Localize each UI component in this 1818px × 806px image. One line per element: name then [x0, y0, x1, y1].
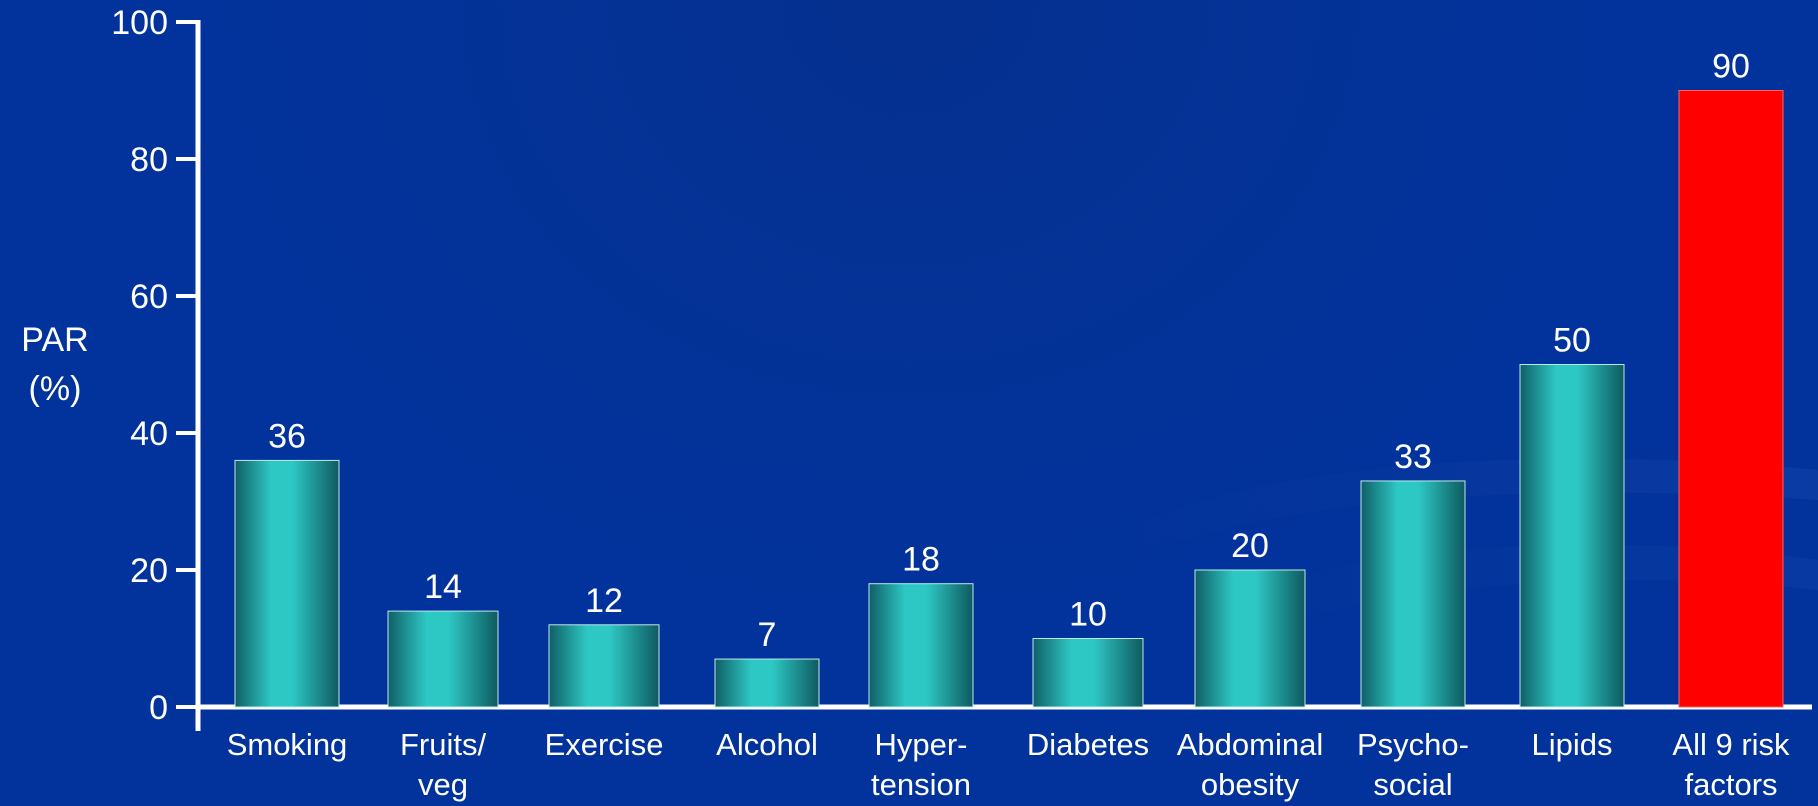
- data-labels: 36 14 12 7 18 10 20 33 50 90: [268, 48, 1750, 655]
- bar: [234, 459, 340, 708]
- bar: [1678, 90, 1784, 708]
- y-tick-label: 80: [130, 141, 168, 179]
- category-label: veg: [418, 767, 468, 802]
- y-tick-label: 60: [130, 278, 168, 316]
- data-label: 14: [424, 568, 462, 606]
- bar: [1360, 480, 1466, 708]
- y-tick-label: 20: [130, 552, 168, 590]
- data-label: 50: [1553, 322, 1591, 360]
- category-label: Abdominal: [1177, 727, 1323, 762]
- bars: [234, 90, 1784, 708]
- data-label: 10: [1069, 596, 1107, 634]
- category-labels: Smoking Fruits/veg Exercise Alcohol Hyper-te…: [227, 727, 1790, 802]
- bar: [387, 610, 499, 708]
- category-label: Exercise: [545, 727, 664, 762]
- y-axis-title-line: PAR: [21, 321, 88, 359]
- category-label: factors: [1684, 767, 1777, 802]
- category-label: Psycho-: [1357, 727, 1469, 762]
- category-label: social: [1373, 767, 1452, 802]
- category-label: tension: [871, 767, 971, 802]
- category-label: Diabetes: [1027, 727, 1149, 762]
- category-label: Lipids: [1532, 727, 1613, 762]
- bar: [868, 583, 974, 708]
- category-label: Fruits/: [400, 727, 487, 762]
- category-label: Alcohol: [716, 727, 818, 762]
- category-label: All 9 risk: [1672, 727, 1790, 762]
- category-label: Hyper-: [874, 727, 967, 762]
- y-axis-title-line: (%): [29, 370, 82, 408]
- data-label: 7: [758, 616, 777, 654]
- category-label: Smoking: [227, 727, 348, 762]
- data-label: 18: [902, 541, 940, 579]
- bar: [1032, 638, 1144, 708]
- bar: [1519, 364, 1625, 708]
- category-label: obesity: [1201, 767, 1300, 802]
- y-axis-title: PAR (%): [21, 321, 88, 408]
- bar: [548, 624, 660, 708]
- bar: [714, 658, 820, 708]
- y-tick-label: 0: [149, 689, 168, 727]
- y-tick-label: 100: [111, 4, 168, 42]
- data-label: 20: [1231, 527, 1269, 565]
- data-label: 33: [1394, 438, 1432, 476]
- y-axis-ticks: 0 20 40 60 80 100: [111, 4, 198, 727]
- y-tick-label: 40: [130, 415, 168, 453]
- data-label: 36: [268, 417, 306, 455]
- data-label: 12: [585, 582, 623, 620]
- bar: [1194, 569, 1306, 708]
- data-label: 90: [1712, 48, 1750, 86]
